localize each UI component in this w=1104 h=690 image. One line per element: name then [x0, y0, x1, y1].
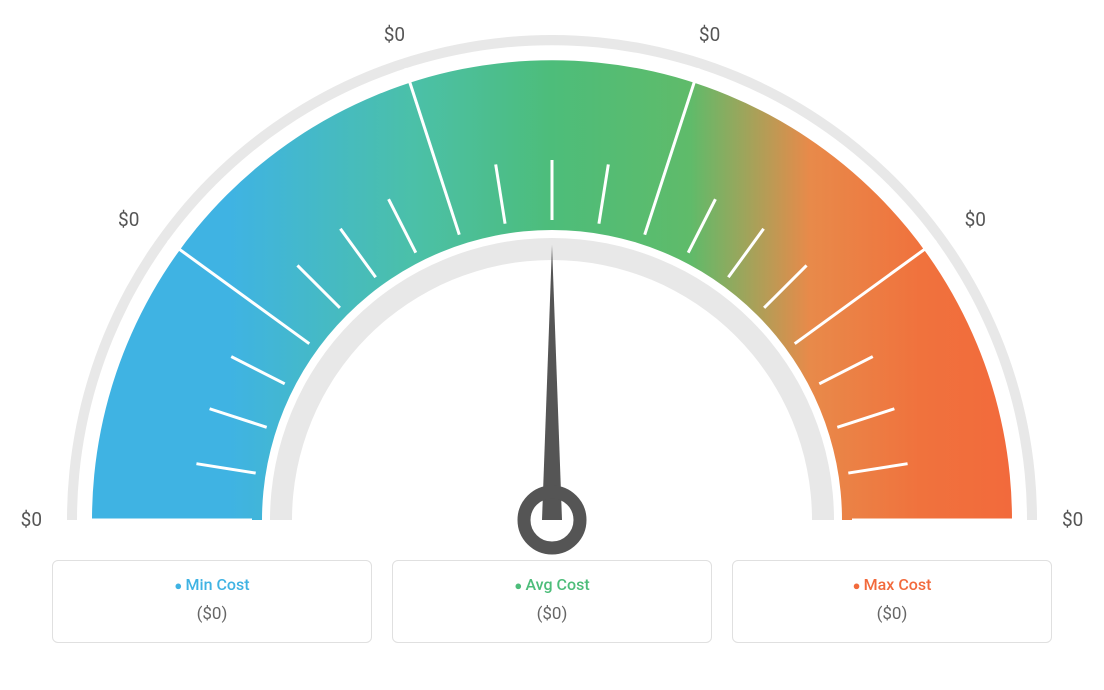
legend-min-value: ($0): [53, 604, 371, 624]
svg-text:$0: $0: [1062, 508, 1083, 531]
svg-text:$0: $0: [965, 208, 986, 231]
gauge-container: $0 $0 $0 $0 $0 $0: [0, 0, 1104, 560]
gauge-chart: $0 $0 $0 $0 $0 $0: [0, 0, 1104, 560]
legend-box-avg: Avg Cost ($0): [392, 560, 712, 643]
legend-min-label: Min Cost: [53, 575, 371, 594]
legend-max-label: Max Cost: [733, 575, 1051, 594]
legend-avg-value: ($0): [393, 604, 711, 624]
svg-text:$0: $0: [118, 208, 139, 231]
legend-max-value: ($0): [733, 604, 1051, 624]
svg-text:$0: $0: [699, 23, 720, 46]
svg-text:$0: $0: [21, 508, 42, 531]
svg-text:$0: $0: [384, 23, 405, 46]
legend-box-max: Max Cost ($0): [732, 560, 1052, 643]
legend-box-min: Min Cost ($0): [52, 560, 372, 643]
legend-row: Min Cost ($0) Avg Cost ($0) Max Cost ($0…: [0, 560, 1104, 643]
legend-avg-label: Avg Cost: [393, 575, 711, 594]
